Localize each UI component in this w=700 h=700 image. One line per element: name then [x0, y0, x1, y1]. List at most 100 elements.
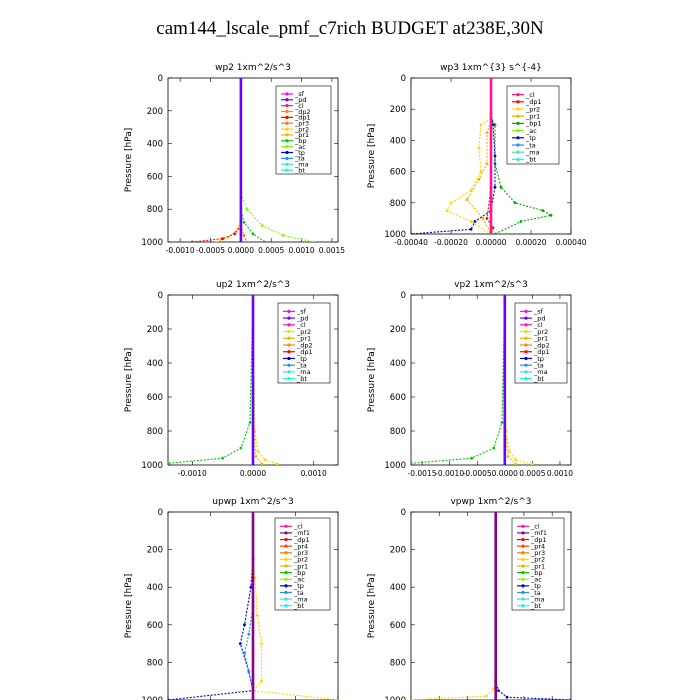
panel-4: vp2 1xm^2/s^3 0 200 400 600 800 1000 Pressure […	[367, 280, 573, 478]
y-tick-label: 200	[147, 546, 163, 556]
series-line-bp	[168, 295, 254, 464]
x-tick-label: -0.0010	[166, 246, 195, 255]
legend-marker	[524, 329, 528, 334]
y-tick-label: 200	[390, 546, 406, 556]
y-axis-label: Pressure [hPa]	[124, 348, 134, 413]
y-tick-label: 600	[390, 393, 406, 403]
legend-entry: _tp	[294, 149, 305, 157]
series-point-bp	[470, 456, 474, 460]
legend-marker	[285, 150, 289, 155]
x-tick-label: 0.0005	[258, 246, 284, 255]
legend-marker	[521, 537, 525, 542]
x-tick-label: -0.0005	[463, 469, 492, 478]
series-group	[168, 295, 279, 465]
y-axis-label: Pressure [hPa]	[124, 128, 134, 193]
legend-marker	[521, 531, 525, 535]
legend-marker	[524, 343, 528, 347]
legend: _cl_mf1_dp1_pr4_pr3_pr2_pr1_bp_ac_tp_ta_…	[511, 517, 565, 611]
legend-entry: _tp	[296, 355, 307, 363]
x-tick-label: 0.00020	[515, 238, 546, 247]
legend-entry: _bp	[293, 569, 306, 577]
legend-marker	[524, 309, 528, 313]
series-point-pr2	[256, 450, 260, 453]
legend-marker	[521, 584, 525, 588]
y-tick-label: 800	[390, 199, 406, 209]
y-axis-label: Pressure [hPa]	[367, 124, 377, 189]
series-point-bp	[248, 421, 252, 424]
x-tick-label: 0.0010	[301, 469, 327, 478]
legend-marker	[284, 524, 288, 528]
legend-entry: _cl	[530, 523, 540, 531]
series-point-bp1	[499, 185, 503, 189]
legend-entry: _ta	[530, 589, 541, 597]
legend-entry: _ta	[533, 361, 544, 369]
x-tick-label: -0.0015	[408, 469, 437, 478]
legend-entry: _bt	[530, 602, 541, 610]
legend-entry: _ma	[525, 149, 540, 157]
series-point-cl	[489, 232, 493, 234]
legend-marker	[516, 114, 520, 118]
plot-frame	[167, 77, 339, 243]
series-line-pr2	[252, 295, 278, 465]
x-tick-label: 0.0005	[519, 469, 545, 478]
legend-marker	[284, 537, 288, 542]
series-point-bp	[221, 456, 225, 460]
legend-entry: _ta	[293, 589, 304, 597]
series-point-bp1	[493, 232, 497, 234]
legend-entry: _sf	[294, 90, 305, 98]
series-point-pr2	[514, 458, 518, 462]
series-point-dp1	[221, 237, 225, 241]
legend-marker	[516, 100, 520, 104]
y-tick-label: 200	[390, 325, 406, 335]
legend-entry: _bt	[294, 166, 305, 174]
legend-marker	[285, 127, 289, 131]
legend-marker	[285, 109, 289, 114]
panel-title: up2 1xm^2/s^3	[216, 280, 290, 290]
series-point-pr1	[465, 198, 469, 202]
series-point-pd	[251, 463, 255, 465]
series-point-pr1	[477, 178, 481, 181]
legend-marker	[284, 597, 288, 601]
series-line-pr2	[411, 512, 497, 700]
series-line-pr2	[446, 118, 492, 234]
legend-entry: _dp1	[294, 114, 311, 122]
series-point-mf1	[251, 512, 255, 514]
x-tick-label: -0.00040	[394, 238, 428, 247]
legend-entry: _ac	[525, 127, 537, 135]
legend-marker	[285, 145, 289, 149]
series-point-tp	[411, 232, 413, 234]
series-point-pr2	[275, 462, 279, 465]
legend-marker	[521, 571, 525, 575]
legend-entry: _tp	[533, 355, 544, 363]
legend-marker	[285, 156, 289, 160]
series-point-dp1	[190, 240, 194, 242]
series-point-mf1	[494, 512, 498, 514]
series-point-pd	[239, 240, 243, 242]
series-point-ta	[247, 632, 251, 636]
panel-5: upwp 1xm^2/s^3 0 200 400 600 800 1000 Pressure …	[124, 497, 339, 700]
series-point-pr2	[507, 450, 511, 453]
series-point-bp	[411, 461, 413, 465]
series-point-pr2	[215, 240, 218, 242]
series-point-tp	[473, 220, 477, 223]
series-group	[190, 78, 316, 242]
legend-marker	[287, 343, 291, 347]
y-tick-label: 800	[390, 658, 406, 668]
legend-marker	[516, 150, 520, 154]
legend-entry: _pr3	[294, 120, 309, 128]
legend-entry: _pr3	[293, 549, 308, 557]
series-point-bp	[242, 220, 246, 224]
x-tick-label: 0.00000	[475, 238, 506, 247]
legend-frame	[506, 85, 560, 165]
legend-entry: _bt	[293, 602, 304, 610]
legend-marker	[516, 129, 520, 133]
series-point-tp	[243, 623, 246, 627]
legend-marker	[516, 107, 520, 111]
legend-entry: _ta	[525, 141, 536, 149]
legend-marker	[284, 557, 288, 561]
legend-entry: _ma	[294, 161, 309, 169]
legend-entry: _cl	[296, 321, 306, 329]
legend-marker	[521, 590, 525, 595]
series-point-tp	[493, 154, 497, 158]
legend-marker	[285, 98, 289, 102]
